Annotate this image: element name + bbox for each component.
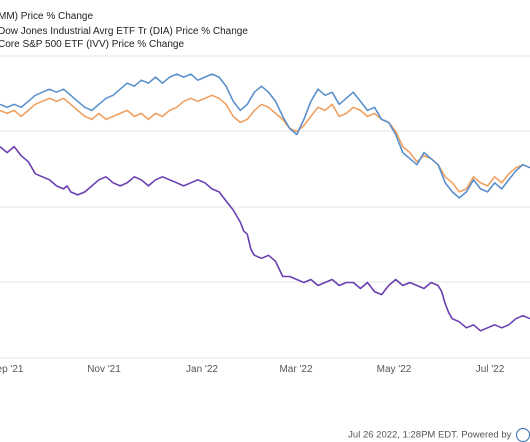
chart-footer: Jul 26 2022, 1:28PM EDT. Powered by <box>348 428 530 442</box>
legend-entry-ivv: Core S&P 500 ETF (IVV) Price % Change <box>0 39 184 50</box>
footer-timestamp: Jul 26 2022, 1:28PM EDT. <box>348 429 459 441</box>
series-line-0 <box>0 145 530 332</box>
legend-entry-mmm: MM) Price % Change <box>0 11 94 22</box>
x-tick-labels: ep '21 Nov '21 Jan '22 Mar '22 May '22 Jul '2… <box>0 364 505 375</box>
ycharts-logo-icon <box>516 428 530 442</box>
x-tick-label-4: May '22 <box>377 364 412 375</box>
legend-entry-dia-label: Dow Jones Industrial Avrg ETF Tr (DIA) P… <box>0 26 248 37</box>
legend: MM) Price % Change Dow Jones Industrial … <box>0 0 530 54</box>
legend-entry-ivv-label: Core S&P 500 ETF (IVV) Price % Change <box>0 39 185 50</box>
grid-lines <box>0 55 530 359</box>
x-tick-label-5: Jul '22 <box>476 364 505 375</box>
series-line-2 <box>0 73 530 199</box>
x-tick-label-0: ep '21 <box>0 364 24 375</box>
legend-entry-dia: Dow Jones Industrial Avrg ETF Tr (DIA) P… <box>0 26 248 37</box>
series-line-1 <box>0 94 530 193</box>
series-lines <box>0 73 530 332</box>
x-tick-label-3: Mar '22 <box>279 364 312 375</box>
x-tick-label-2: Jan '22 <box>186 364 218 375</box>
x-tick-label-1: Nov '21 <box>87 364 121 375</box>
footer-powered-by: Powered by <box>461 429 512 441</box>
